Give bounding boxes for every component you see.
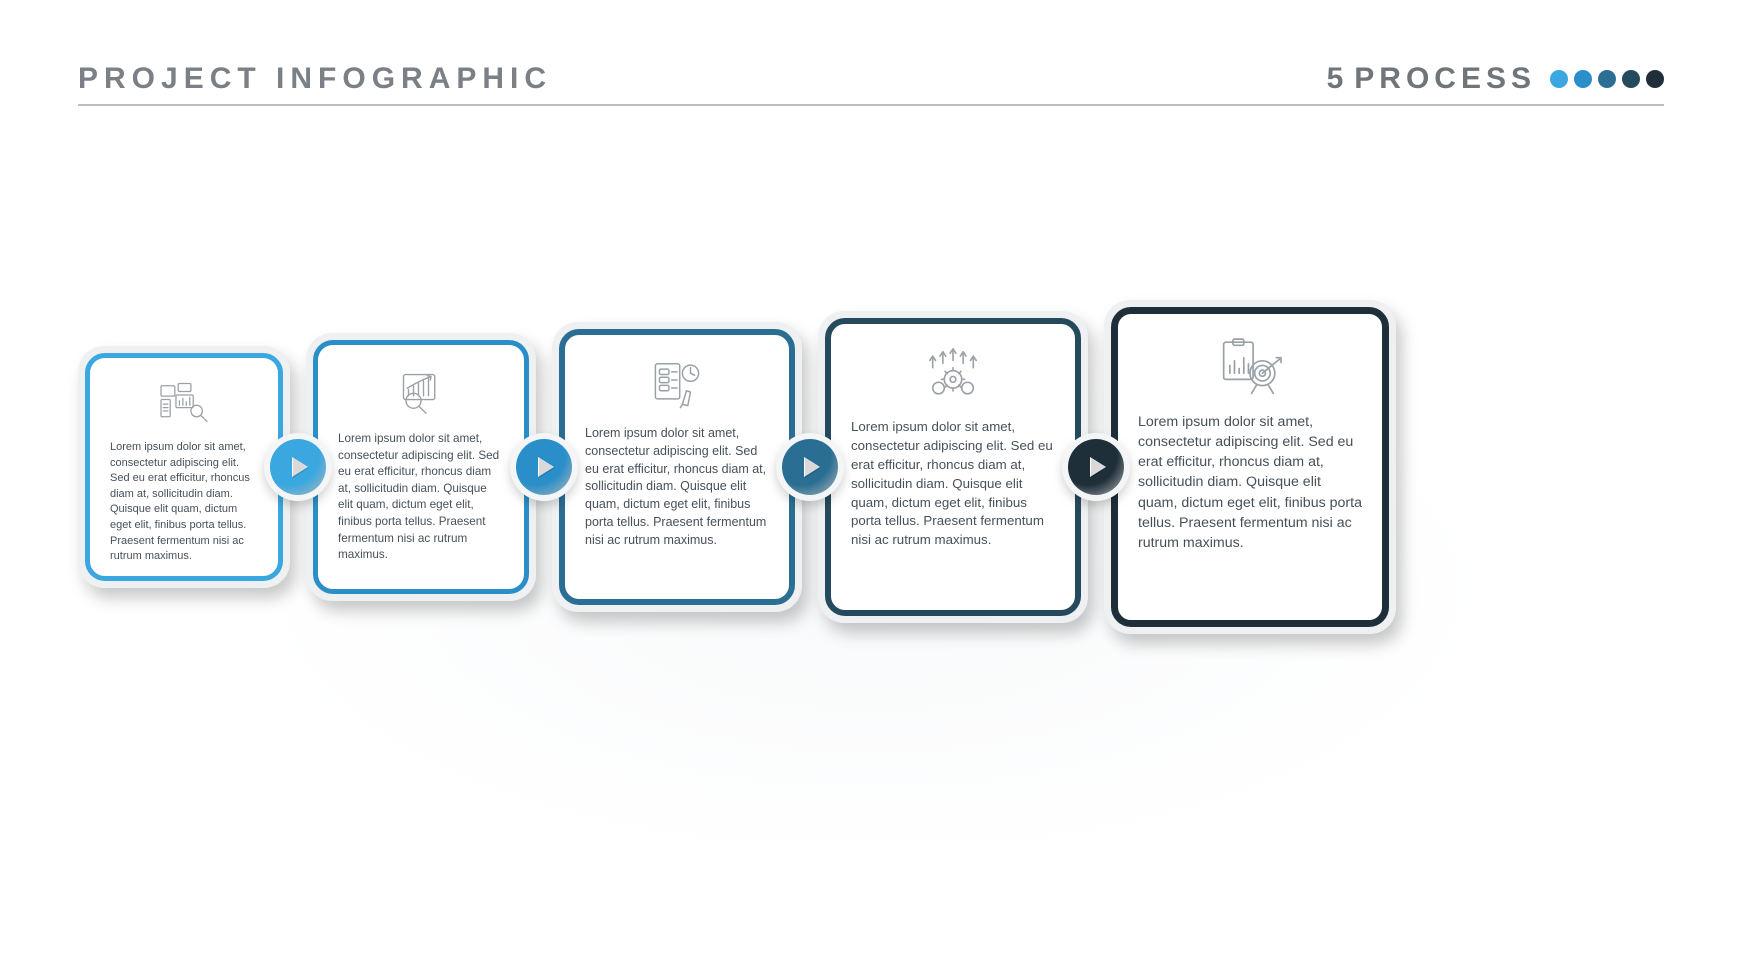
connector-1 bbox=[270, 439, 326, 495]
palette-dots bbox=[1550, 70, 1664, 88]
target-icon bbox=[1138, 336, 1362, 398]
play-icon bbox=[535, 457, 554, 477]
process-card-2: Lorem ipsum dolor sit amet, consectetur … bbox=[306, 333, 536, 601]
header: PROJECT INFOGRAPHIC 5PROCESS bbox=[78, 62, 1664, 96]
play-icon bbox=[801, 457, 820, 477]
palette-dot-3 bbox=[1598, 70, 1616, 88]
connector-4 bbox=[1068, 439, 1124, 495]
card-body-text: Lorem ipsum dolor sit amet, consectetur … bbox=[585, 425, 769, 549]
process-card-4: Lorem ipsum dolor sit amet, consectetur … bbox=[818, 311, 1088, 623]
header-right: 5PROCESS bbox=[1327, 62, 1664, 96]
play-icon bbox=[1087, 457, 1106, 477]
palette-dot-5 bbox=[1646, 70, 1664, 88]
growth-icon bbox=[851, 346, 1055, 404]
planning-icon bbox=[585, 357, 769, 411]
process-card-3: Lorem ipsum dolor sit amet, consectetur … bbox=[552, 322, 802, 612]
process-count: 5PROCESS bbox=[1327, 62, 1536, 96]
card-body-text: Lorem ipsum dolor sit amet, consectetur … bbox=[851, 418, 1055, 550]
process-card-1: Lorem ipsum dolor sit amet, consectetur … bbox=[78, 346, 290, 588]
process-count-number: 5 bbox=[1327, 62, 1349, 95]
analysis-icon bbox=[338, 367, 504, 417]
process-card-5: Lorem ipsum dolor sit amet, consectetur … bbox=[1104, 300, 1396, 634]
play-icon bbox=[289, 457, 308, 477]
card-body-text: Lorem ipsum dolor sit amet, consectetur … bbox=[1138, 412, 1362, 553]
research-icon bbox=[110, 380, 258, 426]
palette-dot-2 bbox=[1574, 70, 1592, 88]
process-row: Lorem ipsum dolor sit amet, consectetur … bbox=[78, 300, 1664, 634]
connector-3 bbox=[782, 439, 838, 495]
palette-dot-4 bbox=[1622, 70, 1640, 88]
card-body-text: Lorem ipsum dolor sit amet, consectetur … bbox=[338, 431, 504, 564]
header-rule bbox=[78, 104, 1664, 106]
connector-2 bbox=[516, 439, 572, 495]
card-body-text: Lorem ipsum dolor sit amet, consectetur … bbox=[110, 440, 258, 565]
process-count-label: PROCESS bbox=[1354, 62, 1536, 95]
palette-dot-1 bbox=[1550, 70, 1568, 88]
